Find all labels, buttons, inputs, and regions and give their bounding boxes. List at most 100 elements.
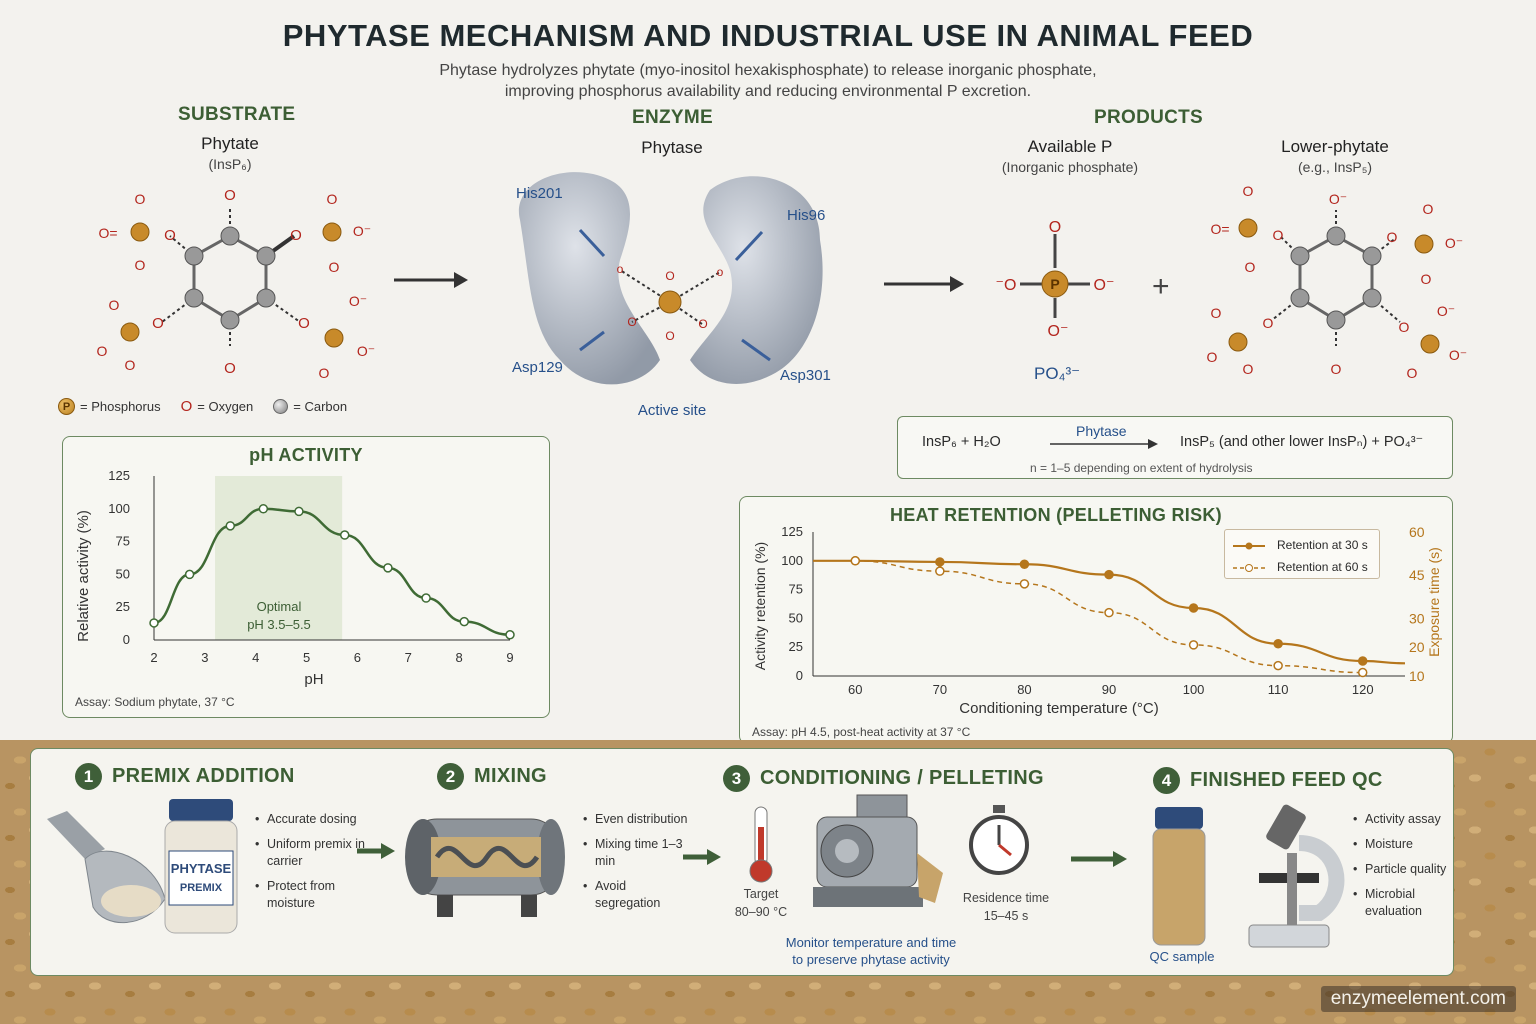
product-1-sub: (Inorganic phosphate) [1001,159,1139,175]
heat-chart-assay: Assay: pH 4.5, post-heat activity at 37 … [752,725,971,739]
heat-retention-chart: 60 70 80 90 100 110 120 0 25 50 75 100 125 10 20 30 45 60… [752,524,1442,717]
carbon-icon [273,399,289,414]
substrate-name: Phytate [201,134,259,153]
legend-phosphorus: P = Phosphorus [58,398,161,415]
list-item: Uniform premix in carrier [255,836,365,870]
svg-text:O: O [319,365,330,381]
svg-text:O: O [698,317,707,331]
heat-y-tick-label: 25 [789,639,803,654]
list-item: Moisture [1353,836,1453,853]
ph-data-point [294,506,304,517]
thermometer-icon [749,806,773,883]
jar-label-line-2: PREMIX [180,882,223,894]
retention-60s-point [1273,660,1283,671]
product-1-name: Available P [1027,137,1113,156]
legend-carbon-label: = Carbon [293,399,348,414]
ph-activity-chart: 2 3 4 5 6 7 8 9 0 25 50 75 100 125 Relative activity … [75,468,515,688]
optimal-ph-region [215,476,343,640]
pellet-mill-icon [813,794,943,907]
retention-30s-point [1019,559,1030,570]
svg-text:O⁻: O⁻ [1329,191,1347,207]
qc-sample-microscope-icon [1152,804,1345,948]
svg-text:O=: O= [1210,221,1229,237]
svg-text:O⁻: O⁻ [1449,347,1467,363]
list-item: Mixing time 1–3 min [583,836,693,870]
retention-60s-point [1188,640,1199,650]
legend-phosphorus-label: = Phosphorus [80,399,161,414]
legend-30s: Retention at 30 s [1277,538,1368,552]
svg-text:O⁻: O⁻ [1048,323,1069,340]
svg-text:O: O [1243,183,1254,199]
equation-enzyme: Phytase [1076,423,1127,439]
heat-retention-panel: HEAT RETENTION (PELLETING RISK) Assay: p… [739,496,1453,744]
premix-scoop-jar-icon: PHYTASE PREMIX [47,799,238,934]
svg-text:O: O [152,315,164,332]
ph-optimal-label: Optimal [257,599,302,614]
retention-60s-point [850,556,861,566]
phosphate-groups [120,222,344,348]
page-subtitle: Phytase hydrolyzes phytate (myo-inositol… [0,60,1536,102]
svg-text:O: O [135,257,146,273]
ph-chart-assay: Assay: Sodium phytate, 37 °C [75,695,235,709]
page-title: PHYTASE MECHANISM AND INDUSTRIAL USE IN … [282,18,1254,53]
ph-data-point [421,593,431,603]
legend-carbon: = Carbon [273,398,347,415]
retention-30s-point [935,557,945,567]
svg-text:O: O [290,227,302,244]
phosphorus-icon: P [58,398,75,415]
list-item: Particle quality [1353,861,1453,878]
heat-x-tick-label: 100 [1183,682,1205,697]
ph-data-point [149,618,159,628]
step-4-number: 4 [1153,767,1180,794]
step-3-header: 3 CONDITIONING / PELLETING [723,765,1044,792]
svg-text:⁻O: ⁻O [996,277,1017,294]
ph-chart-title: pH ACTIVITY [249,445,363,465]
enzyme-structure: O O o o O O [518,172,823,385]
legend-oxygen: O = Oxygen [181,398,254,415]
target-label: Target [743,887,779,901]
arrow-right-icon [357,843,395,859]
retention-30s-line [813,559,1406,665]
svg-text:O: O [224,187,236,204]
svg-text:O: O [125,357,136,373]
svg-text:O: O [1263,315,1274,331]
svg-text:O: O [1387,229,1398,245]
svg-text:O: O [1245,259,1256,275]
ph-data-point [505,630,515,640]
heat-y2-tick-label: 60 [1409,524,1425,540]
ph-y-axis-label: Relative activity (%) [75,510,92,642]
ph-x-tick-label: 4 [252,650,259,665]
heat-y2-tick-label: 20 [1409,639,1425,655]
products-heading: PRODUCTS [1094,107,1204,128]
ph-data-point [225,521,236,531]
ph-optimal-range: pH 3.5–5.5 [247,617,311,632]
ph-y-tick-label: 50 [116,566,130,581]
svg-text:O⁻: O⁻ [1094,277,1115,294]
svg-text:O: O [135,191,146,207]
heat-x-tick-label: 80 [1017,682,1031,697]
heat-x-tick-label: 120 [1352,682,1374,697]
legend-60s: Retention at 60 s [1277,560,1368,574]
arrow-right-icon [394,272,468,288]
svg-text:O: O [97,343,108,359]
retention-60s-point [1019,579,1030,589]
equation-right: InsP₅ (and other lower InsPₙ) + PO₄³⁻ [1180,434,1424,450]
heat-chart-title: HEAT RETENTION (PELLETING RISK) [890,505,1222,525]
retention-30s-point [1188,603,1199,613]
monitor-line-1: Monitor temperature and time [785,935,957,950]
step-1-header: 1 PREMIX ADDITION [75,763,295,790]
svg-text:O=: O= [98,225,117,241]
svg-text:O: O [1243,361,1254,377]
substrate-heading: SUBSTRATE [178,104,296,125]
lower-phytate-molecule: O⁻ O O O O O O O= O O O⁻ O O O O O⁻ O⁻ O [1207,183,1468,381]
step-4-title: FINISHED FEED QC [1190,769,1383,791]
list-item: Avoid segregation [583,878,693,912]
retention-30s-point [1273,638,1283,649]
ph-y-tick-label: 25 [116,599,130,614]
svg-text:O: O [109,297,120,313]
monitor-line-2: to preserve phytase activity [792,952,950,967]
svg-text:O: O [1207,349,1218,365]
svg-text:O⁻: O⁻ [357,343,375,359]
svg-text:O: O [665,329,674,343]
phosphate-ion: P O ⁻O O⁻ O⁻ [996,219,1115,340]
